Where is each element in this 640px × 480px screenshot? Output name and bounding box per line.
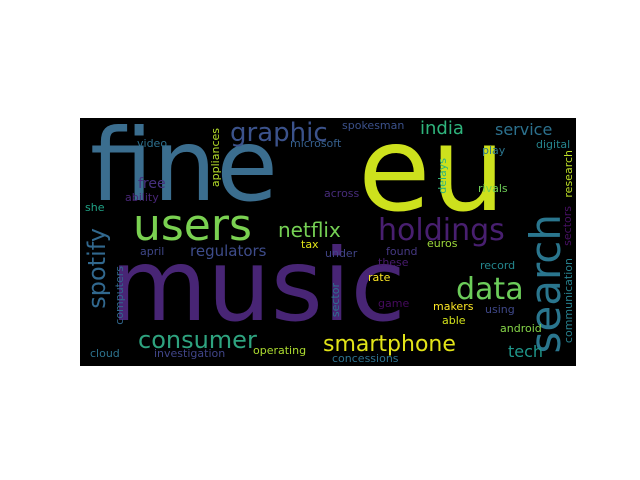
word: graphic <box>230 118 328 148</box>
word: communication <box>562 258 575 344</box>
word: users <box>133 200 252 251</box>
word: video <box>137 137 168 150</box>
word: tech <box>508 342 544 361</box>
word: found <box>386 245 418 258</box>
word: tax <box>301 238 319 251</box>
word: spokesman <box>342 119 405 132</box>
word: operating <box>253 344 307 357</box>
word: makers <box>433 300 474 313</box>
word: able <box>442 314 466 327</box>
word: free <box>138 176 166 192</box>
word: delays <box>436 158 449 194</box>
word: spotify <box>83 228 111 309</box>
word: play <box>482 144 506 157</box>
word: netflix <box>278 218 341 242</box>
word: holdings <box>378 213 505 248</box>
word: cloud <box>90 347 120 360</box>
word: fine <box>90 118 278 224</box>
word: rivals <box>478 182 508 195</box>
word: using <box>485 303 515 316</box>
word: microsoft <box>290 137 342 150</box>
word: record <box>480 259 516 272</box>
word: smartphone <box>323 332 456 357</box>
word: regulators <box>190 242 267 260</box>
word: sector <box>329 283 342 318</box>
word: eu <box>358 118 506 238</box>
word: digital <box>536 138 571 151</box>
word: sectors <box>561 206 574 246</box>
word: android <box>500 322 542 335</box>
word: april <box>140 245 165 258</box>
word: research <box>562 150 575 198</box>
word: game <box>378 297 410 310</box>
word: she <box>85 201 105 214</box>
word: rate <box>368 271 391 284</box>
word-cloud: fine eu music search users graphic holdi… <box>80 118 576 366</box>
word: these <box>378 256 409 269</box>
word: consumer <box>138 326 257 354</box>
word: under <box>325 247 358 260</box>
word: service <box>495 120 553 139</box>
word: computers <box>113 266 126 325</box>
word: concessions <box>332 352 399 365</box>
word: ability <box>125 191 159 204</box>
word: across <box>324 187 360 200</box>
word: music <box>110 227 406 344</box>
word: data <box>456 272 524 307</box>
word: investigation <box>154 347 226 360</box>
word: euros <box>427 237 458 250</box>
word: india <box>420 118 464 139</box>
word: appliances <box>209 128 222 188</box>
